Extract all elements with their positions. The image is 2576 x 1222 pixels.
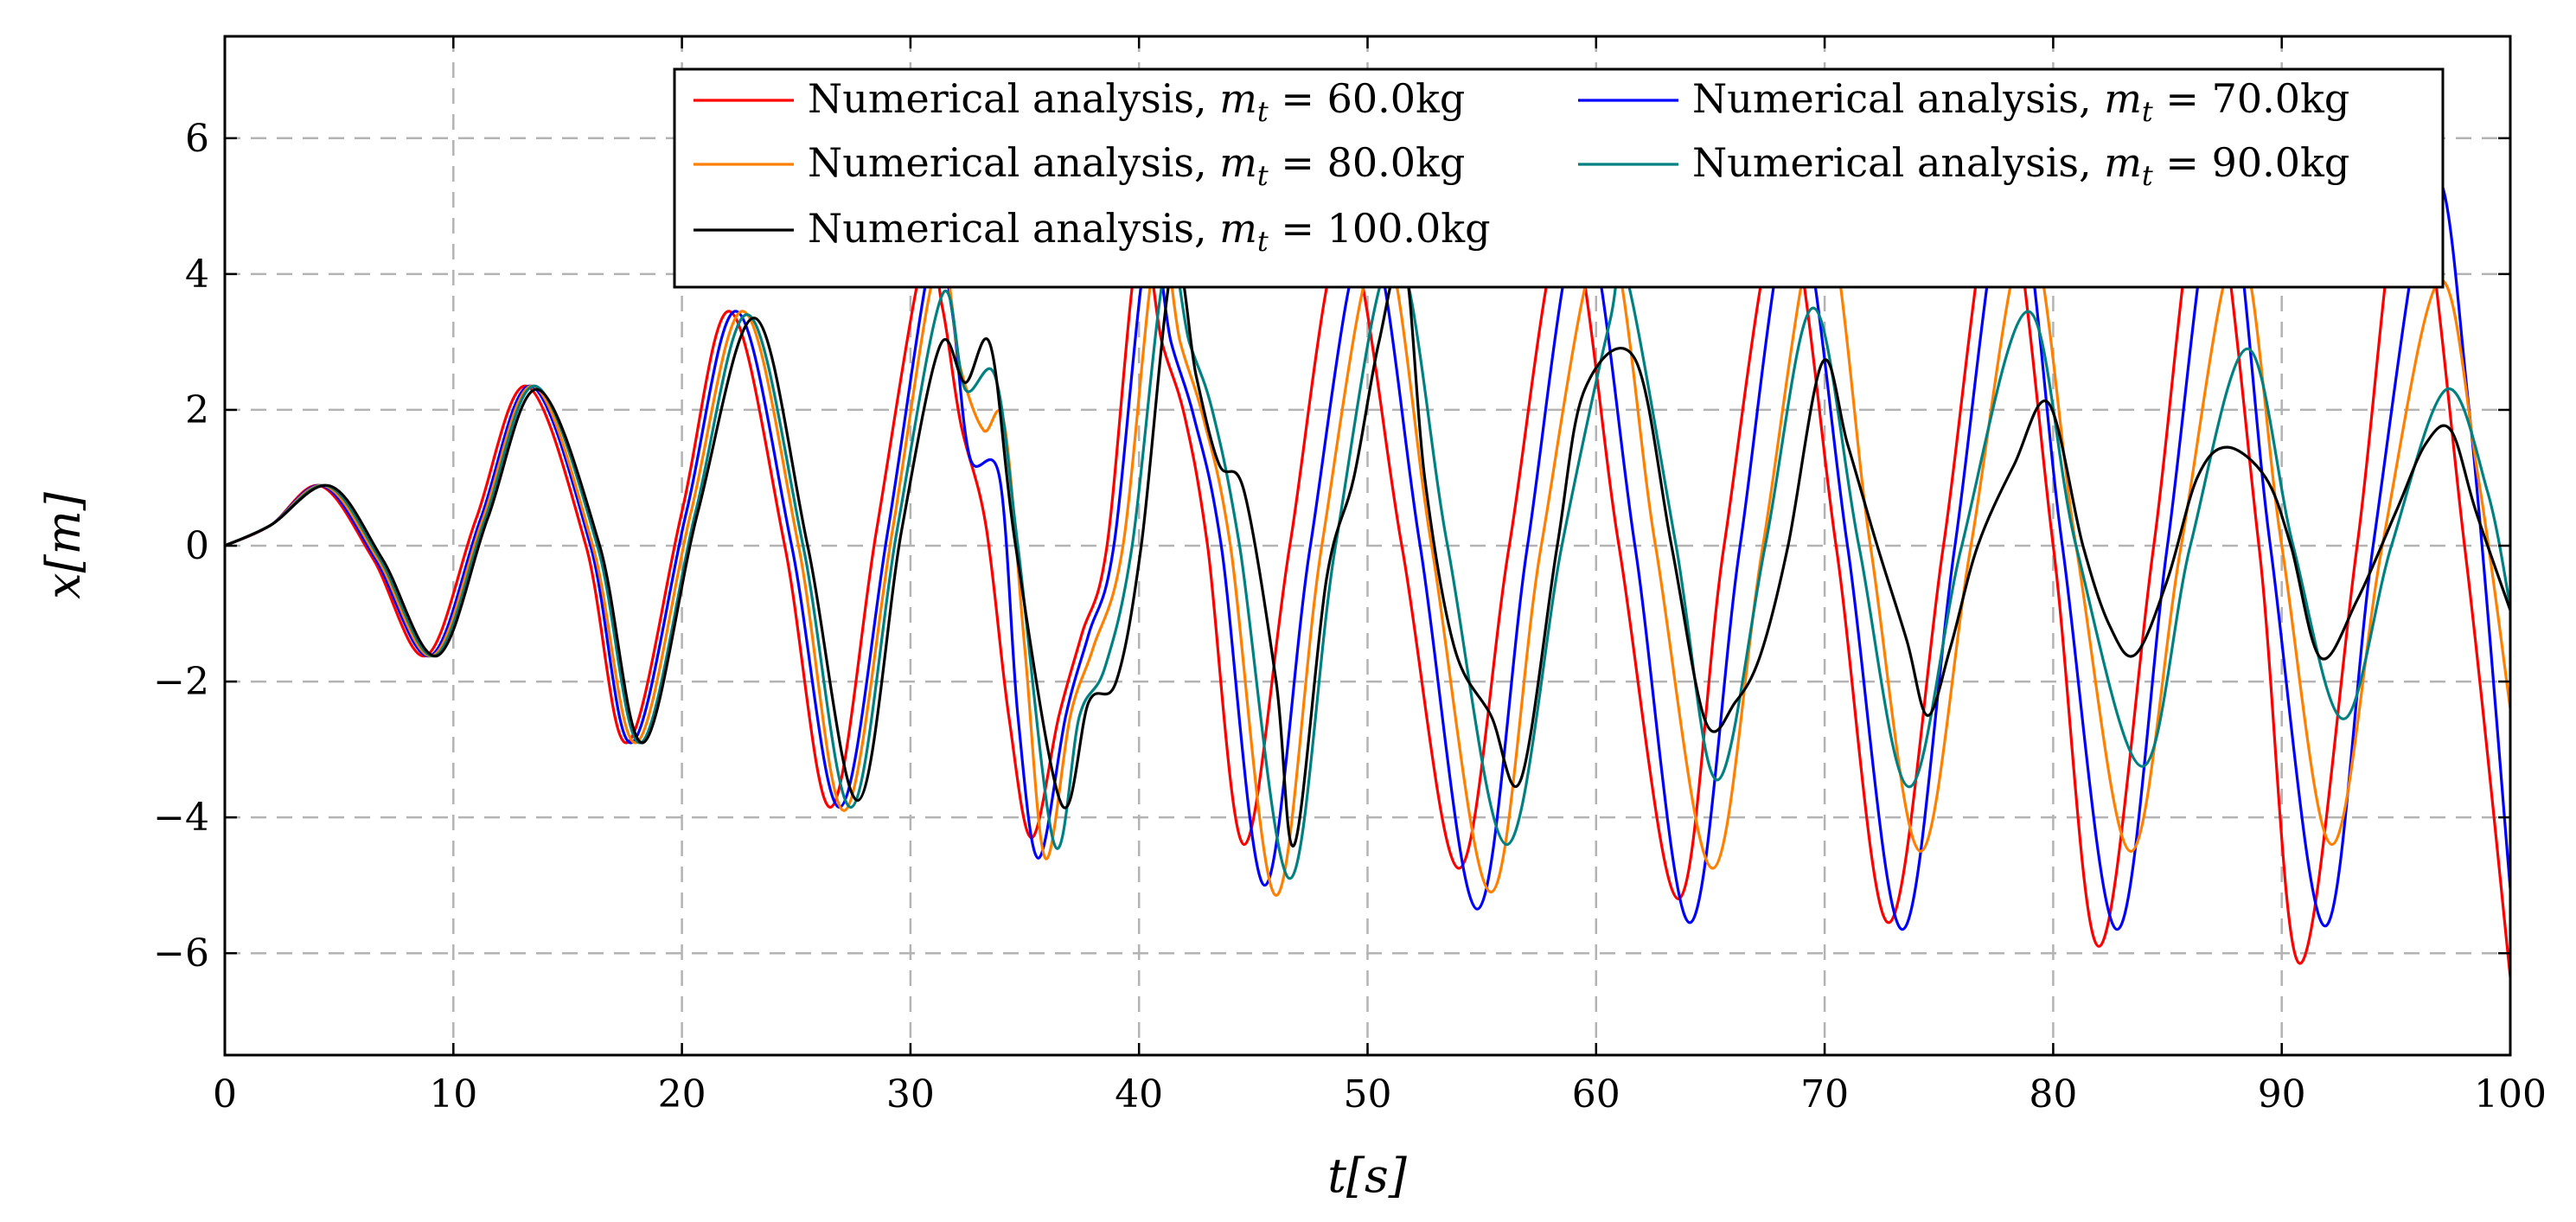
legend-entry-3: Numerical analysis, mt = 80.0kg <box>694 139 1465 192</box>
x-axis-label: t[s] <box>1327 1148 1407 1203</box>
legend-label: Numerical analysis, mt = 60.0kg <box>808 75 1465 128</box>
y-tick-label: −6 <box>153 931 209 976</box>
series-line-2 <box>225 163 2510 931</box>
y-tick-label: −2 <box>153 660 209 704</box>
y-tick-label: 0 <box>185 524 209 568</box>
legend-entry-1: Numerical analysis, mt = 60.0kg <box>694 75 1465 128</box>
legend-label: Numerical analysis, mt = 100.0kg <box>808 205 1491 258</box>
y-tick-label: 4 <box>185 253 209 297</box>
series-line-1 <box>225 150 2510 977</box>
legend-label: Numerical analysis, mt = 90.0kg <box>1692 139 2349 192</box>
y-tick-label: 2 <box>185 388 209 432</box>
y-tick-label: 6 <box>185 117 209 161</box>
legend-entry-5: Numerical analysis, mt = 100.0kg <box>694 205 1491 258</box>
x-tick-label: 40 <box>1115 1072 1163 1116</box>
x-tick-label: 70 <box>1800 1072 1849 1116</box>
x-tick-label: 30 <box>886 1072 935 1116</box>
x-tick-label: 100 <box>2474 1072 2547 1116</box>
legend: Numerical analysis, mt = 60.0kg Numerical… <box>673 67 2445 289</box>
x-tick-label: 80 <box>2029 1072 2077 1116</box>
series-line-4 <box>225 251 2510 880</box>
x-tick-label: 60 <box>1572 1072 1620 1116</box>
series-line-5 <box>225 254 2510 848</box>
x-tick-label: 0 <box>213 1072 237 1116</box>
y-axis-label: x[m] <box>36 491 91 599</box>
x-tick-label: 90 <box>2258 1072 2306 1116</box>
legend-label: Numerical analysis, mt = 70.0kg <box>1692 75 2349 128</box>
axis-ticks: 0 10 20 30 40 50 60 70 80 90 100 −6 −4 −2 0 2 4 6 <box>153 36 2547 1116</box>
legend-box <box>673 67 2445 289</box>
y-tick-label: −4 <box>153 796 209 840</box>
x-tick-label: 20 <box>658 1072 706 1116</box>
legend-entry-4: Numerical analysis, mt = 90.0kg <box>1578 139 2349 192</box>
legend-entry-2: Numerical analysis, mt = 70.0kg <box>1578 75 2349 128</box>
legend-label: Numerical analysis, mt = 80.0kg <box>808 139 1465 192</box>
x-tick-label: 50 <box>1344 1072 1392 1116</box>
x-tick-label: 10 <box>429 1072 477 1116</box>
